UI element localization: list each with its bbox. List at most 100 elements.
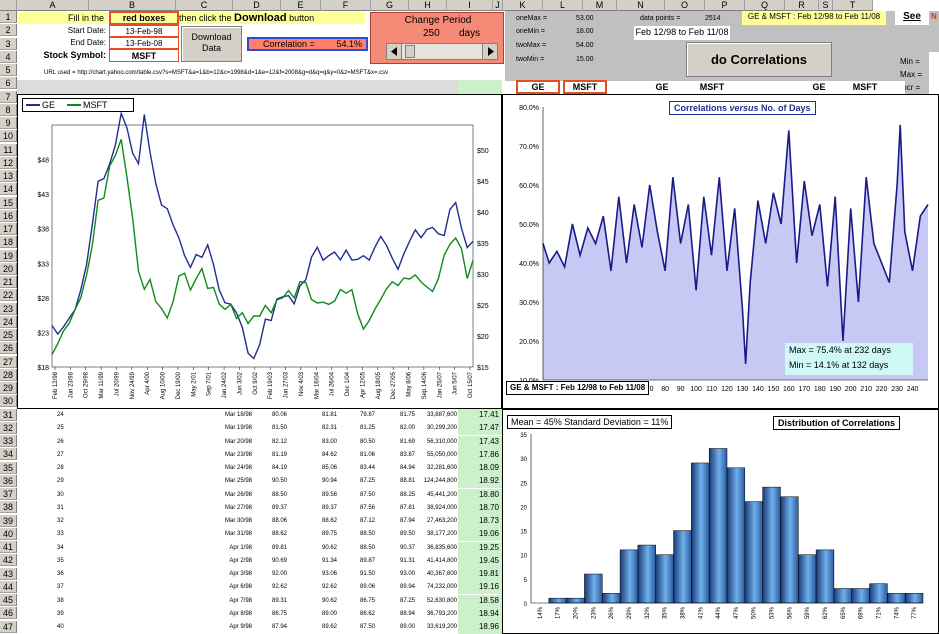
table-cell[interactable]: 124,244,800 (423, 478, 457, 485)
row-header-20[interactable]: 20 (0, 262, 17, 275)
table-cell[interactable]: 83.00 (321, 438, 337, 445)
table-cell[interactable]: 92.62 (321, 584, 337, 591)
row-header-14[interactable]: 14 (0, 183, 17, 196)
see-link[interactable]: See (895, 11, 929, 25)
table-cell[interactable]: 31 (57, 504, 64, 511)
column-header-q[interactable]: Q (745, 0, 785, 11)
column-header-g[interactable]: G (371, 0, 409, 11)
table-cell[interactable]: 86.62 (359, 610, 375, 617)
table-cell[interactable]: 90.37 (399, 544, 415, 551)
table-cell[interactable]: 87.12 (359, 518, 375, 524)
row-header-21[interactable]: 21 (0, 276, 17, 288)
table-cell[interactable]: 88.62 (271, 531, 287, 538)
table-cell[interactable]: Mar 25/98 (224, 478, 252, 485)
row-header-12[interactable]: 12 (0, 156, 17, 169)
table-cell[interactable]: 19.25 (458, 541, 502, 555)
scroll-left-arrow[interactable] (387, 44, 402, 59)
column-header-j[interactable]: J (493, 0, 503, 11)
table-cell[interactable]: 30 (57, 491, 64, 498)
column-header-f[interactable]: F (321, 0, 371, 11)
table-cell[interactable]: 89.62 (321, 624, 337, 630)
table-cell[interactable]: 89.94 (399, 584, 415, 591)
table-cell[interactable]: 36,793,200 (426, 610, 457, 617)
table-cell[interactable]: 86.75 (359, 597, 375, 604)
row-header-31[interactable]: 31 (0, 408, 17, 421)
row-header-23[interactable]: 23 (0, 302, 17, 315)
table-cell[interactable]: 55,050,000 (426, 451, 457, 458)
table-cell[interactable]: 39 (57, 610, 64, 617)
table-cell[interactable]: Mar 27/98 (224, 504, 252, 511)
table-cell[interactable]: Mar 19/98 (224, 425, 252, 432)
column-header-t[interactable]: T (833, 0, 873, 11)
row-header-7[interactable]: 7 (0, 90, 17, 103)
table-cell[interactable]: 18.92 (458, 475, 502, 489)
table-cell[interactable]: 18.80 (458, 488, 502, 502)
row-header-28[interactable]: 28 (0, 368, 17, 381)
end-date-input[interactable]: 13-Feb-08 (109, 37, 179, 49)
table-cell[interactable]: 18.70 (458, 501, 502, 515)
table-cell[interactable]: 19.45 (458, 554, 502, 568)
table-cell[interactable]: 88.94 (399, 610, 415, 617)
table-cell[interactable]: 84.94 (399, 465, 415, 471)
column-header-i[interactable]: I (447, 0, 493, 11)
table-cell[interactable]: 88.50 (271, 491, 287, 498)
table-cell[interactable]: 89.81 (271, 544, 287, 551)
column-header-a[interactable]: A (17, 0, 89, 11)
table-cell[interactable]: 92.62 (271, 584, 287, 591)
table-cell[interactable]: 32 (57, 518, 64, 524)
column-header-b[interactable]: B (89, 0, 176, 11)
table-cell[interactable]: Apr 9/98 (229, 624, 252, 630)
table-cell[interactable]: 87.25 (359, 478, 375, 485)
table-cell[interactable]: 90.69 (271, 557, 287, 564)
row-header-36[interactable]: 36 (0, 474, 17, 487)
table-cell[interactable]: 17.47 (458, 422, 502, 436)
distribution-chart[interactable]: 0 5 10 15 20 25 30 35 14% 17% 20% 23% 26% 29% 32% 35% 38… (502, 409, 939, 634)
table-cell[interactable]: 89.56 (321, 491, 337, 498)
table-cell[interactable]: 18.94 (458, 607, 502, 621)
table-cell[interactable]: 92.00 (271, 571, 287, 577)
table-cell[interactable]: 24 (57, 412, 64, 418)
row-header-17[interactable]: 17 (0, 223, 17, 235)
table-cell[interactable]: Apr 2/98 (229, 557, 252, 564)
table-cell[interactable]: 87.81 (399, 504, 415, 511)
table-cell[interactable]: 88.50 (359, 531, 375, 538)
table-cell[interactable]: 89.00 (321, 610, 337, 617)
table-cell[interactable]: 88.62 (321, 518, 337, 524)
table-cell[interactable]: 38 (57, 597, 64, 604)
table-cell[interactable]: 89.50 (399, 531, 415, 538)
row-header-29[interactable]: 29 (0, 382, 17, 394)
column-header-p[interactable]: P (705, 0, 745, 11)
column-header-e[interactable]: E (281, 0, 321, 11)
table-cell[interactable]: Apr 8/98 (229, 610, 252, 617)
table-cell[interactable]: 27,463,200 (426, 518, 457, 524)
row-header-25[interactable]: 25 (0, 329, 17, 341)
row-header-26[interactable]: 26 (0, 342, 17, 355)
table-cell[interactable]: 34 (57, 544, 64, 551)
start-date-input[interactable]: 13-Feb-98 (109, 25, 179, 37)
row-header-8[interactable]: 8 (0, 103, 17, 116)
correlation-chart[interactable]: 10.0%20.0%30.0%40.0%50.0%60.0%70.0%80.0%… (502, 94, 939, 409)
table-cell[interactable]: 80.06 (271, 412, 287, 418)
row-header-41[interactable]: 41 (0, 541, 17, 553)
table-cell[interactable]: 36 (57, 571, 64, 577)
row-header-6[interactable]: 6 (0, 77, 17, 90)
row-header-32[interactable]: 32 (0, 421, 17, 434)
table-cell[interactable]: Mar 18/98 (224, 412, 252, 418)
table-cell[interactable]: 90.62 (321, 544, 337, 551)
table-cell[interactable]: 91.50 (359, 571, 375, 577)
do-correlations-button[interactable]: do Correlations (686, 42, 832, 77)
column-header-k[interactable]: K (503, 0, 543, 11)
table-cell[interactable]: 32,281,600 (426, 465, 457, 471)
table-cell[interactable]: 19.16 (458, 581, 502, 595)
row-header-37[interactable]: 37 (0, 488, 17, 500)
row-header-5[interactable]: 5 (0, 64, 17, 76)
table-cell[interactable]: Apr 1/98 (229, 544, 252, 551)
table-cell[interactable]: 38,177,200 (426, 531, 457, 538)
row-header-40[interactable]: 40 (0, 527, 17, 540)
row-header-43[interactable]: 43 (0, 567, 17, 580)
table-cell[interactable]: 90.62 (321, 597, 337, 604)
table-cell[interactable]: 17.86 (458, 448, 502, 462)
table-cell[interactable]: 83.87 (399, 451, 415, 458)
table-cell[interactable]: Apr 3/98 (229, 571, 252, 577)
table-cell[interactable]: 40 (57, 624, 64, 630)
